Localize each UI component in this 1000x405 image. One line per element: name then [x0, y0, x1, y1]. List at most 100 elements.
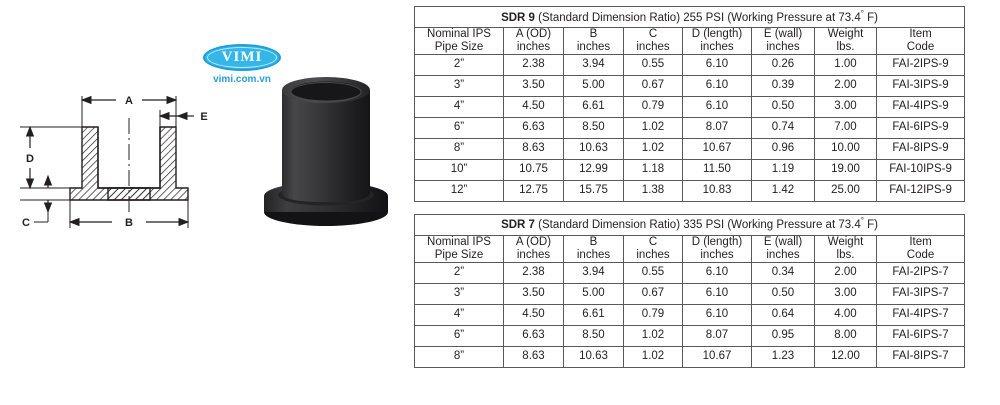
dimension-label-d: D: [26, 153, 34, 165]
cell-c: 0.67: [623, 282, 683, 305]
cell-c: 1.02: [623, 324, 683, 347]
logo-brand-text: VIMI: [221, 49, 263, 65]
cell-d-length: 10.67: [682, 137, 752, 160]
cell-b: 5.00: [563, 282, 624, 305]
table-row: 12” 12.75 15.75 1.38 10.83 1.42 25.00 FA…: [414, 179, 966, 202]
cell-e-wall: 1.19: [751, 158, 815, 181]
header-line-2: inches: [636, 248, 670, 261]
header-line-1: C: [648, 235, 658, 248]
spec-table-sdr-7: SDR 7 (Standard Dimension Ratio) 335 PSI…: [413, 213, 966, 368]
header-line-1: D (length): [691, 28, 743, 40]
table-row: 3” 3.50 5.00 0.67 6.10 0.50 3.00 FAI-3IP…: [414, 282, 966, 305]
sdr-9-title-rest: (Standard Dimension Ratio) 255 PSI (Work…: [534, 11, 861, 24]
cell-pipe-size: 4”: [414, 303, 504, 326]
table-row: 2” 2.38 3.94 0.55 6.10 0.26 1.00 FAI-2IP…: [414, 53, 966, 76]
table-row: 8” 8.63 10.63 1.02 10.67 1.23 12.00 FAI-…: [414, 345, 966, 368]
cell-pipe-size: 2”: [414, 53, 504, 76]
cell-a-od: 4.50: [503, 95, 564, 118]
cell-item-code: FAI-8IPS-9: [875, 137, 966, 160]
cell-a-od: 8.63: [503, 345, 564, 368]
cell-a-od: 10.75: [503, 158, 564, 181]
cell-e-wall: 1.42: [751, 179, 815, 202]
cell-pipe-size: 4”: [414, 95, 504, 118]
header-line-2: inches: [700, 40, 734, 53]
cell-b: 12.99: [563, 158, 624, 181]
logo-oval-inner: [207, 47, 277, 68]
column-header-c: C inches: [623, 234, 683, 263]
cell-d-length: 6.10: [682, 74, 752, 97]
header-line-1: D (length): [691, 235, 743, 248]
cell-e-wall: 0.26: [751, 53, 815, 76]
column-header-b: B inches: [563, 234, 624, 263]
sdr-9-title-tail: F): [863, 11, 878, 24]
header-line-1: Nominal IPS: [427, 28, 491, 40]
column-header-b: B inches: [563, 27, 624, 55]
sdr-9-degree-symbol: °: [860, 8, 864, 18]
cell-weight: 12.00: [814, 345, 877, 368]
dimension-e: E: [158, 110, 208, 127]
cell-d-length: 10.67: [682, 345, 752, 368]
header-line-1: Weight: [827, 28, 864, 40]
cell-item-code: FAI-4IPS-9: [875, 95, 966, 118]
cell-c: 1.02: [623, 137, 683, 160]
table-row: 3” 3.50 5.00 0.67 6.10 0.39 2.00 FAI-3IP…: [414, 74, 966, 97]
header-line-1: Nominal IPS: [427, 235, 491, 248]
header-line-2: inches: [516, 40, 551, 53]
cell-b: 6.61: [563, 303, 624, 326]
vimi-logo-ellipse: VIMI: [203, 44, 281, 71]
cell-a-od: 6.63: [503, 324, 564, 347]
cell-d-length: 6.10: [682, 303, 752, 326]
cell-b: 8.50: [563, 324, 624, 347]
cell-b: 10.63: [563, 137, 624, 160]
column-header-nominal-ips: Nominal IPS Pipe Size: [414, 234, 504, 263]
header-line-2: inches: [576, 248, 611, 261]
cell-b: 15.75: [563, 179, 624, 202]
header-line-2: inches: [766, 40, 800, 53]
barrel-bore: [291, 81, 361, 101]
cell-weight: 3.00: [814, 95, 877, 118]
cell-a-od: 8.63: [503, 137, 564, 160]
vimi-logo: VIMI vimi.com.vn: [196, 44, 288, 90]
table-header-row: Nominal IPS Pipe Size A (OD) inches B in…: [414, 234, 966, 263]
cell-c: 1.02: [623, 345, 683, 368]
cell-c: 1.18: [623, 158, 683, 181]
sdr-7-label: SDR 7: [501, 219, 535, 232]
cell-item-code: FAI-3IPS-7: [875, 282, 966, 305]
header-line-1: C: [648, 28, 658, 40]
table-row: 10” 10.75 12.99 1.18 11.50 1.19 19.00 FA…: [414, 158, 966, 181]
cell-pipe-size: 6”: [414, 116, 504, 139]
spec-table-sdr-9: SDR 9 (Standard Dimension Ratio) 255 PSI…: [413, 6, 966, 202]
header-line-2: lbs.: [836, 248, 855, 261]
cell-d-length: 6.10: [682, 282, 752, 305]
table-row: 4” 4.50 6.61 0.79 6.10 0.50 3.00 FAI-4IP…: [414, 95, 966, 118]
column-header-nominal-ips: Nominal IPS Pipe Size: [414, 27, 504, 55]
header-line-1: Item: [909, 235, 932, 248]
cell-a-od: 3.50: [503, 282, 564, 305]
cell-b: 6.61: [563, 95, 624, 118]
table-spacer: [414, 202, 964, 214]
cell-b: 5.00: [563, 74, 624, 97]
cell-c: 0.55: [623, 53, 683, 76]
column-header-d-length: D (length) inches: [682, 27, 752, 55]
cell-b: 3.94: [563, 53, 624, 76]
cell-e-wall: 0.50: [751, 95, 815, 118]
table-title-row: SDR 9 (Standard Dimension Ratio) 255 PSI…: [413, 6, 966, 28]
cell-item-code: FAI-6IPS-7: [875, 324, 966, 347]
cell-weight: 25.00: [814, 179, 877, 202]
cell-pipe-size: 3”: [414, 282, 504, 305]
cell-pipe-size: 8”: [414, 137, 504, 160]
cell-pipe-size: 8”: [414, 345, 504, 368]
header-line-1: E (wall): [763, 28, 803, 40]
cell-c: 1.02: [623, 116, 683, 139]
cell-pipe-size: 6”: [414, 324, 504, 347]
cell-item-code: FAI-2IPS-9: [875, 53, 966, 76]
cell-d-length: 8.07: [682, 324, 752, 347]
specification-tables: SDR 9 (Standard Dimension Ratio) 255 PSI…: [413, 6, 966, 368]
header-line-2: Pipe Size: [434, 40, 484, 53]
column-header-d-length: D (length) inches: [682, 234, 752, 263]
cell-weight: 4.00: [814, 303, 877, 326]
sdr-7-title: SDR 7 (Standard Dimension Ratio) 335 PSI…: [413, 213, 966, 236]
cell-item-code: FAI-10IPS-9: [875, 158, 966, 181]
cell-e-wall: 0.39: [751, 74, 815, 97]
sdr-9-title: SDR 9 (Standard Dimension Ratio) 255 PSI…: [413, 6, 966, 28]
